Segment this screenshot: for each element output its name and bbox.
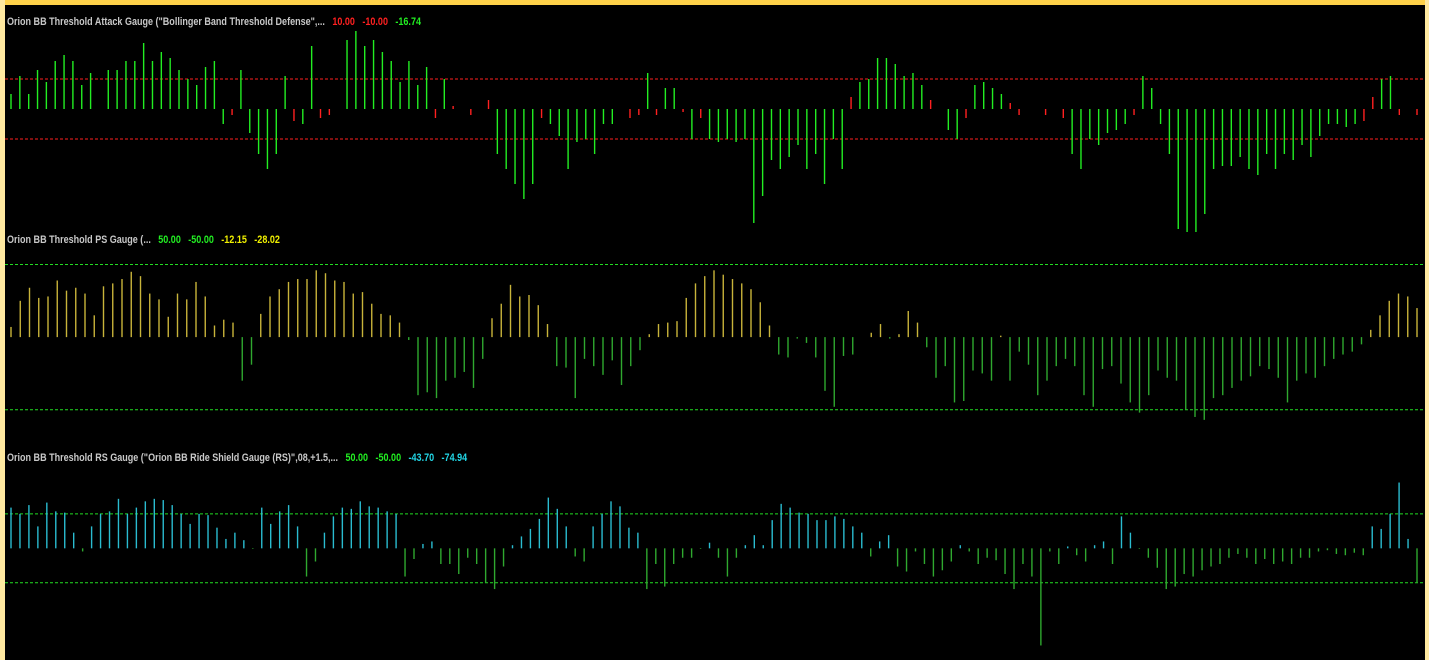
- pane-header: Orion BB Threshold RS Gauge ("Orion BB R…: [7, 450, 467, 466]
- current-value: -43.70: [408, 452, 435, 464]
- pane-header: Orion BB Threshold Attack Gauge ("Bollin…: [7, 14, 421, 30]
- upper-threshold-value: 50.00: [345, 452, 369, 464]
- pane-title: Orion BB Threshold Attack Gauge ("Bollin…: [7, 16, 325, 28]
- ps-gauge-pane[interactable]: Orion BB Threshold PS Gauge (... 50.00 -…: [5, 232, 1425, 450]
- left-accent-bar: [0, 0, 5, 660]
- attack-gauge-pane[interactable]: Orion BB Threshold Attack Gauge ("Bollin…: [5, 14, 1425, 232]
- pane-title: Orion BB Threshold PS Gauge (...: [7, 234, 151, 246]
- top-accent-bar: [0, 0, 1429, 5]
- pane-header: Orion BB Threshold PS Gauge (... 50.00 -…: [7, 232, 280, 248]
- ps-gauge-plot: [5, 264, 1425, 420]
- right-accent-bar: [1425, 0, 1429, 660]
- upper-threshold-value: 50.00: [158, 234, 181, 246]
- pane-title: Orion BB Threshold RS Gauge ("Orion BB R…: [7, 452, 339, 464]
- lower-threshold-value: -10.00: [362, 16, 388, 28]
- attack-gauge-plot: [5, 31, 1425, 232]
- rs-gauge-plot: [5, 482, 1425, 646]
- rs-gauge-pane[interactable]: Orion BB Threshold RS Gauge ("Orion BB R…: [5, 450, 1425, 660]
- secondary-value: -74.94: [441, 452, 468, 464]
- upper-threshold-value: 10.00: [332, 16, 355, 28]
- lower-threshold-value: -50.00: [188, 234, 214, 246]
- lower-threshold-value: -50.00: [375, 452, 402, 464]
- current-value: -16.74: [395, 16, 421, 28]
- current-value: -12.15: [221, 234, 247, 246]
- secondary-value: -28.02: [254, 234, 280, 246]
